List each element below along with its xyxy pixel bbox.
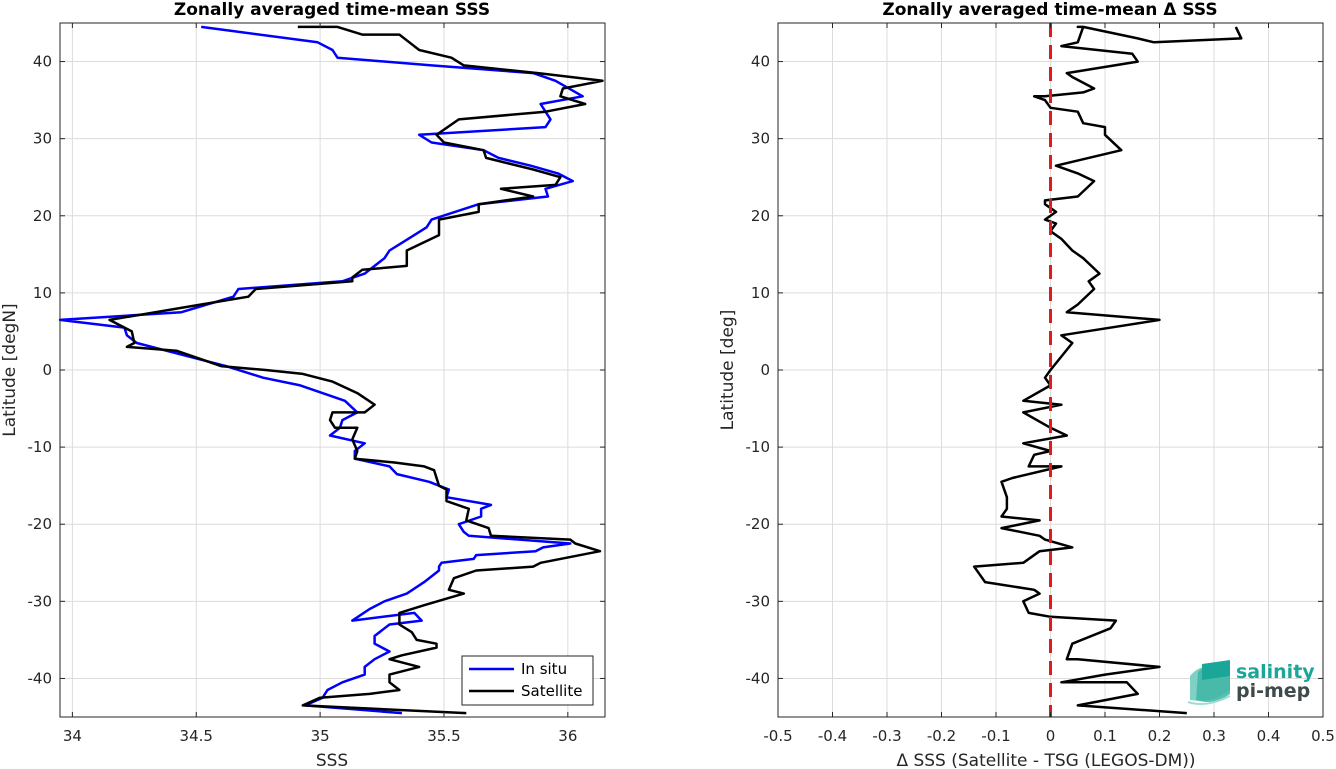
right-x-tick-label: 0 xyxy=(1046,727,1056,745)
legend-label-satellite: Satellite xyxy=(521,682,582,700)
left-chart: Zonally averaged time-mean SSS 34 34.5 35 3… xyxy=(0,0,606,769)
left-ticks: 34 34.5 35 35.5 36 -40 -30 -20 -10 0 10 20 30 40 xyxy=(28,23,605,745)
right-x-tick-label: -0.5 xyxy=(763,727,792,745)
right-y-tick-label: 30 xyxy=(751,130,770,148)
legend-label-in-situ: In situ xyxy=(521,660,567,678)
left-y-tick-label: 0 xyxy=(42,361,52,379)
logo-wave-icon xyxy=(1187,660,1231,705)
left-y-tick-label: 10 xyxy=(33,284,52,302)
left-grid xyxy=(60,23,605,717)
right-y-tick-label: -30 xyxy=(746,592,771,610)
right-series xyxy=(972,23,1243,717)
right-x-tick-label: -0.4 xyxy=(818,727,847,745)
left-x-tick-label: 34 xyxy=(63,727,82,745)
right-x-tick-label: 0.5 xyxy=(1311,727,1335,745)
left-y-tick-label: -10 xyxy=(28,438,53,456)
right-x-tick-label: 0.3 xyxy=(1202,727,1226,745)
right-x-tick-label: -0.1 xyxy=(981,727,1010,745)
right-chart: Zonally averaged time-mean Δ SSS -0.5 -0.… xyxy=(718,0,1335,769)
salinity-pimep-logo: salinity pi-mep xyxy=(1187,660,1315,705)
right-y-tick-label: 0 xyxy=(760,361,770,379)
right-x-tick-label: 0.4 xyxy=(1257,727,1281,745)
left-y-tick-label: 30 xyxy=(33,130,52,148)
left-x-axis-label: SSS xyxy=(316,751,348,769)
left-series-in-situ-line xyxy=(58,25,584,715)
left-x-tick-label: 35 xyxy=(311,727,330,745)
right-chart-title: Zonally averaged time-mean Δ SSS xyxy=(882,0,1217,20)
right-y-tick-label: 20 xyxy=(751,207,770,225)
left-x-tick-label: 34.5 xyxy=(180,727,213,745)
left-y-tick-label: -40 xyxy=(28,669,53,687)
right-y-tick-label: -40 xyxy=(746,669,771,687)
right-y-tick-label: 40 xyxy=(751,53,770,71)
right-x-tick-label: 0.2 xyxy=(1148,727,1172,745)
legend: In situ Satellite xyxy=(461,655,594,706)
right-x-tick-label: 0.1 xyxy=(1093,727,1117,745)
left-y-tick-label: -30 xyxy=(28,592,53,610)
right-y-tick-label: -10 xyxy=(746,438,771,456)
right-x-tick-label: -0.2 xyxy=(927,727,956,745)
left-y-tick-label: 20 xyxy=(33,207,52,225)
logo-line1: salinity xyxy=(1236,661,1315,683)
right-y-tick-label: -20 xyxy=(746,515,771,533)
left-series xyxy=(58,25,604,715)
right-y-axis-label: Latitude [deg] xyxy=(718,310,738,431)
right-x-axis-label: Δ SSS (Satellite - TSG (LEGOS-DM)) xyxy=(896,751,1195,769)
right-ticks: -0.5 -0.4 -0.3 -0.2 -0.1 0 0.1 0.2 0.3 0.4 0.5 -40 -… xyxy=(746,23,1335,745)
right-x-tick-label: -0.3 xyxy=(872,727,901,745)
left-x-tick-label: 35.5 xyxy=(427,727,460,745)
left-chart-title: Zonally averaged time-mean SSS xyxy=(174,0,490,20)
logo-line2: pi-mep xyxy=(1236,680,1310,702)
left-y-axis-label: Latitude [degN] xyxy=(0,303,20,436)
legend-box xyxy=(461,655,594,706)
left-y-tick-label: 40 xyxy=(33,53,52,71)
left-y-tick-label: -20 xyxy=(28,515,53,533)
left-series-satellite-line xyxy=(108,25,604,715)
left-x-tick-label: 36 xyxy=(558,727,577,745)
right-y-tick-label: 10 xyxy=(751,284,770,302)
